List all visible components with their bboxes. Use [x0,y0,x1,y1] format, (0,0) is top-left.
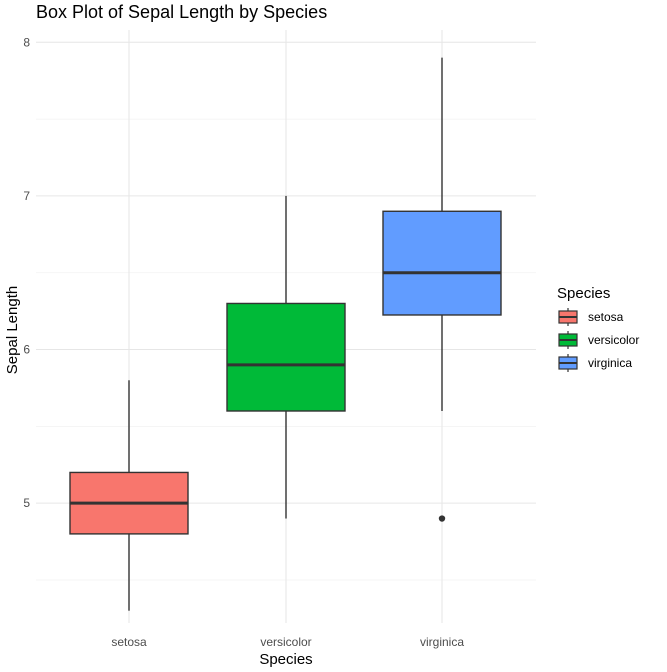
x-tick-label: virginica [420,635,464,649]
legend-title: Species [557,285,610,302]
legend: Species setosa versicolor virginica [557,285,639,372]
legend-label: versicolor [588,333,639,347]
legend-item-setosa: setosa [558,308,624,326]
y-tick-label: 7 [23,189,30,203]
x-tick-label: versicolor [260,635,311,649]
box-virginica [382,57,502,522]
box-setosa [69,380,189,611]
y-tick-label: 5 [23,496,30,510]
box-versicolor [226,195,346,519]
y-axis-title: Sepal Length [4,286,21,374]
box-body [226,302,346,412]
y-tick-label: 8 [23,35,30,49]
axis-layer: 5 6 7 8 setosa versicolor virginica [23,35,464,649]
legend-label: virginica [588,356,632,370]
y-tick-label: 6 [23,343,30,357]
plot-layer [69,57,502,611]
legend-item-versicolor: versicolor [558,331,639,349]
legend-item-virginica: virginica [558,354,632,372]
box-body [382,210,502,316]
x-axis-title: Species [259,651,312,667]
x-tick-label: setosa [111,635,147,649]
chart-title: Box Plot of Sepal Length by Species [36,2,327,22]
legend-label: setosa [588,310,624,324]
outlier-point [438,515,446,522]
